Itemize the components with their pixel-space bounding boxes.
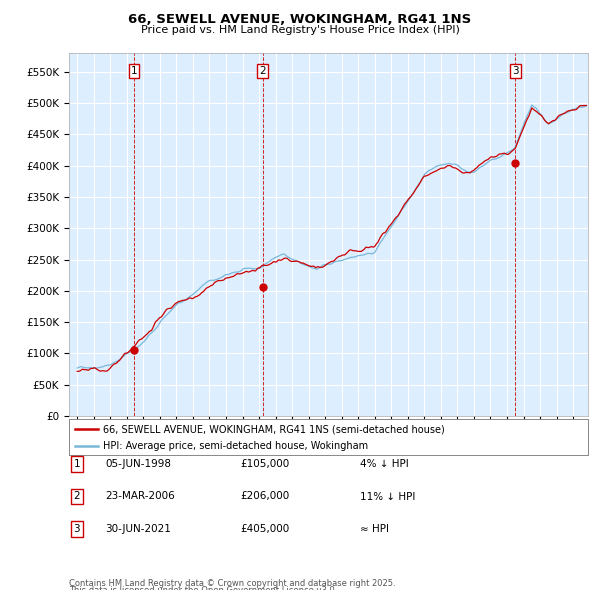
Text: 1: 1 bbox=[131, 66, 137, 76]
Text: 2: 2 bbox=[73, 491, 80, 502]
Text: 3: 3 bbox=[73, 524, 80, 534]
Text: £105,000: £105,000 bbox=[240, 459, 289, 469]
Text: 05-JUN-1998: 05-JUN-1998 bbox=[105, 459, 171, 469]
Text: £405,000: £405,000 bbox=[240, 524, 289, 534]
Text: 66, SEWELL AVENUE, WOKINGHAM, RG41 1NS: 66, SEWELL AVENUE, WOKINGHAM, RG41 1NS bbox=[128, 13, 472, 26]
Text: HPI: Average price, semi-detached house, Wokingham: HPI: Average price, semi-detached house,… bbox=[103, 441, 368, 451]
Text: 23-MAR-2006: 23-MAR-2006 bbox=[105, 491, 175, 502]
Text: 11% ↓ HPI: 11% ↓ HPI bbox=[360, 491, 415, 502]
Text: £206,000: £206,000 bbox=[240, 491, 289, 502]
Text: 30-JUN-2021: 30-JUN-2021 bbox=[105, 524, 171, 534]
Text: Price paid vs. HM Land Registry's House Price Index (HPI): Price paid vs. HM Land Registry's House … bbox=[140, 25, 460, 35]
Text: 1: 1 bbox=[73, 459, 80, 469]
Text: 66, SEWELL AVENUE, WOKINGHAM, RG41 1NS (semi-detached house): 66, SEWELL AVENUE, WOKINGHAM, RG41 1NS (… bbox=[103, 424, 445, 434]
Text: 4% ↓ HPI: 4% ↓ HPI bbox=[360, 459, 409, 469]
Text: Contains HM Land Registry data © Crown copyright and database right 2025.: Contains HM Land Registry data © Crown c… bbox=[69, 579, 395, 588]
Text: 2: 2 bbox=[259, 66, 266, 76]
Text: ≈ HPI: ≈ HPI bbox=[360, 524, 389, 534]
Text: 3: 3 bbox=[512, 66, 518, 76]
Text: This data is licensed under the Open Government Licence v3.0.: This data is licensed under the Open Gov… bbox=[69, 586, 337, 590]
